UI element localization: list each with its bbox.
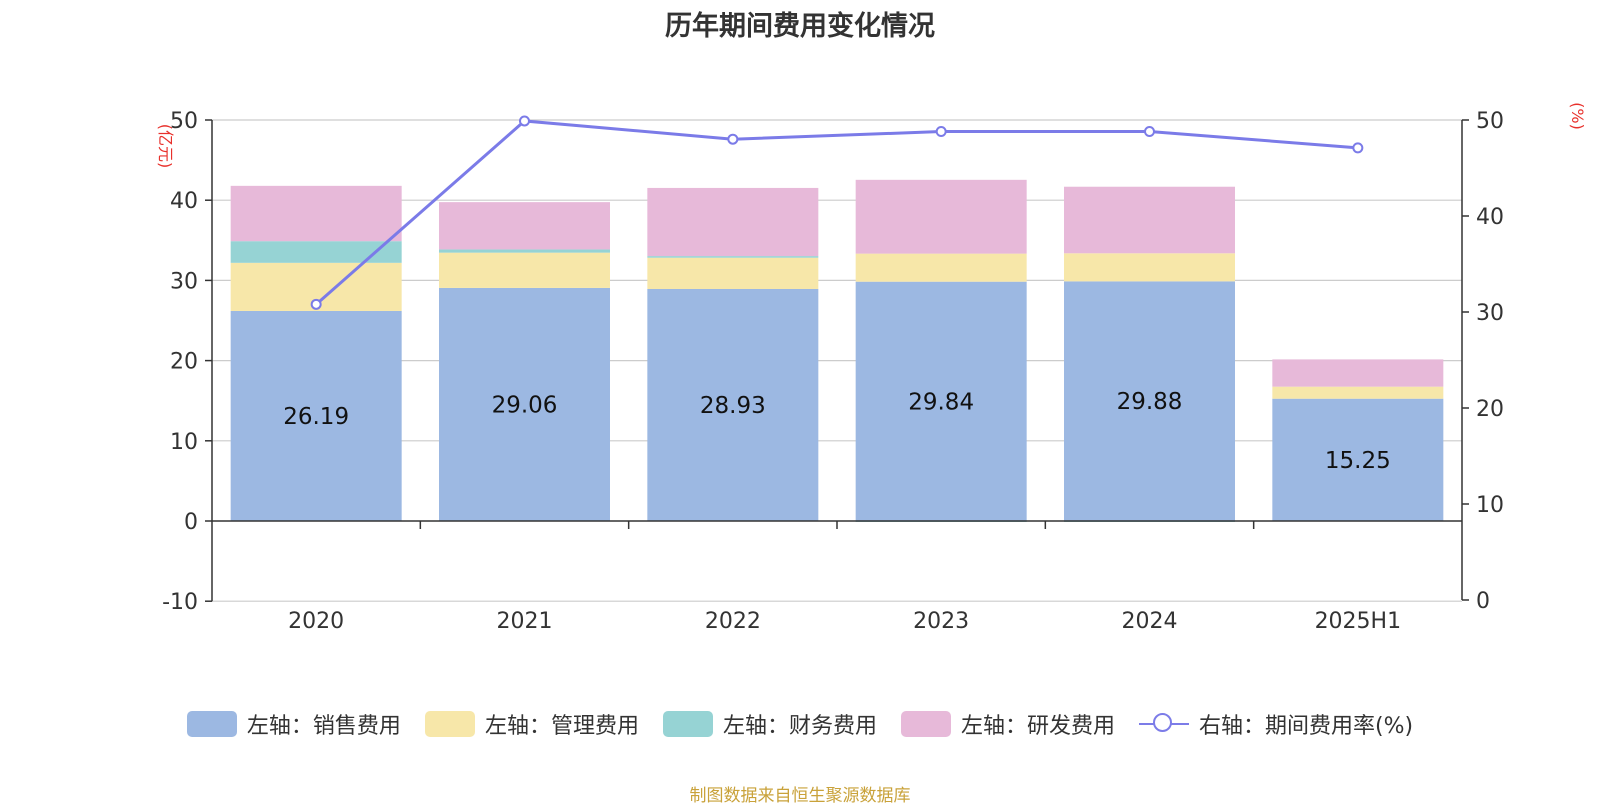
legend-item-admin[interactable]: 左轴：管理费用 <box>424 708 639 740</box>
bar-rd-2025H1 <box>1272 359 1444 387</box>
legend-item-sales[interactable]: 左轴：销售费用 <box>186 708 401 740</box>
legend-label-sales: 左轴：销售费用 <box>246 714 401 739</box>
legend-label-finance: 左轴：财务费用 <box>722 714 877 739</box>
data-label-sales: 15.25 <box>1325 448 1391 474</box>
bar-rd-2021 <box>439 202 610 250</box>
bar-rd-2020 <box>230 185 402 242</box>
bar-admin-2022 <box>647 257 819 289</box>
legend-label-rd: 左轴：研发费用 <box>960 714 1115 739</box>
left-axis-tick-label: 20 <box>170 350 198 375</box>
x-axis-category-label: 2024 <box>1122 609 1178 634</box>
ratio-point-2021 <box>519 115 530 127</box>
x-axis-category-label: 2022 <box>705 609 761 634</box>
bar-sales-2022 <box>647 288 819 521</box>
bar-admin-2024 <box>1064 253 1235 282</box>
x-axis-category-label: 2021 <box>497 609 553 634</box>
right-axis-unit: (%) <box>1568 102 1587 130</box>
left-axis-tick-label: 10 <box>170 430 198 455</box>
ratio-point-2024 <box>1144 126 1155 138</box>
bar-sales-2025H1 <box>1272 398 1444 521</box>
data-label-sales: 29.06 <box>492 392 558 418</box>
data-label-sales: 28.93 <box>700 393 766 419</box>
ratio-point-2023 <box>935 126 947 138</box>
left-axis-tick-label: 30 <box>170 269 198 294</box>
right-axis-tick-label: 10 <box>1476 493 1504 518</box>
bar-finance-2021 <box>439 249 610 253</box>
right-axis-tick-label: 0 <box>1476 589 1490 614</box>
legend-line-ratio-icon <box>1138 711 1189 737</box>
bar-rd-2024 <box>1064 186 1235 254</box>
bar-sales-2024 <box>1064 281 1235 521</box>
ratio-point-2020 <box>310 298 322 310</box>
x-axis-category-label: 2023 <box>913 609 969 634</box>
ratio-point-2025H1 <box>1352 142 1364 154</box>
bar-sales-2023 <box>855 281 1027 521</box>
legend: 左轴：销售费用 左轴：管理费用 左轴：财务费用 左轴：研发费用 右轴：期间费用率… <box>0 708 1600 740</box>
right-axis-tick-label: 40 <box>1476 205 1504 230</box>
bar-admin-2021 <box>439 252 610 288</box>
left-axis-tick-label: 40 <box>170 189 198 214</box>
source-note: 制图数据来自恒生聚源数据库 <box>689 786 911 806</box>
legend-label-ratio: 右轴：期间费用率(%) <box>1198 714 1414 739</box>
right-axis-tick-label: 20 <box>1476 397 1504 422</box>
left-axis-tick-label: 50 <box>170 109 198 134</box>
legend-label-admin: 左轴：管理费用 <box>484 714 639 739</box>
bar-sales-2020 <box>230 310 402 521</box>
bar-admin-2023 <box>855 253 1027 282</box>
ratio-line <box>315 119 1358 306</box>
bar-admin-2025H1 <box>1272 386 1444 399</box>
right-axis-tick-label: 50 <box>1476 109 1504 134</box>
left-axis-tick-label: 0 <box>184 510 198 535</box>
legend-swatch-sales <box>186 711 237 737</box>
bar-rd-2022 <box>647 187 819 257</box>
ratio-point-2022 <box>727 133 739 145</box>
x-axis-category-label: 2025H1 <box>1315 609 1402 634</box>
chart-title: 历年期间费用变化情况 <box>665 11 935 42</box>
data-label-sales: 29.84 <box>908 389 974 415</box>
data-label-sales: 29.88 <box>1117 389 1183 415</box>
legend-swatch-rd <box>900 711 951 737</box>
bar-sales-2021 <box>439 287 610 521</box>
legend-swatch-admin <box>424 711 475 737</box>
bar-finance-2020 <box>230 241 402 263</box>
left-axis-tick-label: -10 <box>162 590 198 615</box>
x-axis-category-label: 2020 <box>288 609 344 634</box>
legend-swatch-finance <box>662 711 713 737</box>
legend-item-rd[interactable]: 左轴：研发费用 <box>900 708 1115 740</box>
bar-finance-2022 <box>647 256 819 258</box>
right-axis-tick-label: 30 <box>1476 301 1504 326</box>
bar-rd-2023 <box>855 179 1027 254</box>
legend-item-finance[interactable]: 左轴：财务费用 <box>662 708 877 740</box>
left-axis-unit: (亿元) <box>156 124 175 169</box>
data-label-sales: 26.19 <box>283 404 349 430</box>
legend-item-ratio[interactable]: 右轴：期间费用率(%) <box>1138 708 1414 740</box>
